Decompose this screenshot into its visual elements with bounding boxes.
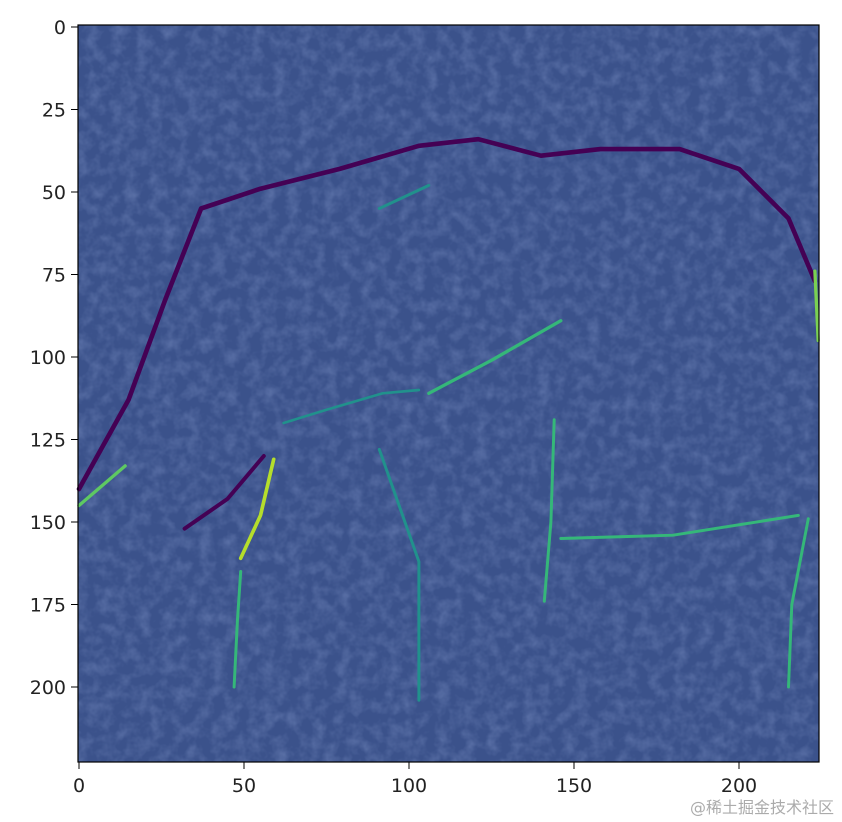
dark-tusk-edge	[182, 454, 266, 531]
heatmap-image	[76, 24, 820, 763]
y-tick-label: 175	[30, 595, 66, 617]
light-belly-edge	[427, 319, 563, 395]
head-crease-edge	[377, 183, 431, 210]
light-rump-edge	[813, 269, 820, 343]
y-axis: 0 25 50 75 100 125 150 175 200	[30, 17, 78, 699]
y-tick-label: 75	[42, 265, 66, 287]
x-tick-label: 0	[73, 775, 85, 797]
y-tick-label: 25	[42, 100, 66, 122]
dark-back-edge	[76, 136, 818, 492]
image-texture	[78, 25, 819, 762]
light-front-leg-edge	[542, 418, 556, 603]
light-leg-edge	[232, 570, 243, 689]
y-tick-label: 0	[54, 17, 66, 39]
axes-frame	[77, 24, 820, 763]
x-tick-label: 50	[232, 775, 256, 797]
light-rear-leg-edge	[787, 517, 810, 689]
y-tick-label: 200	[30, 677, 66, 699]
x-tick-label: 150	[556, 775, 592, 797]
watermark: @稀土掘金技术社区	[689, 798, 834, 817]
x-axis: 0 50 100 150 200	[73, 762, 757, 797]
x-tick-label: 200	[721, 775, 757, 797]
ear-edge	[282, 388, 421, 425]
y-tick-label: 100	[30, 347, 66, 369]
light-trunk-edge	[77, 464, 127, 508]
light-tusk-edge	[238, 457, 276, 561]
light-inner-leg-edge	[377, 447, 421, 702]
x-tick-label: 100	[391, 775, 427, 797]
y-tick-label: 50	[42, 182, 66, 204]
y-tick-label: 125	[30, 430, 66, 452]
y-tick-label: 150	[30, 512, 66, 534]
light-belly-bottom-edge	[559, 513, 800, 540]
